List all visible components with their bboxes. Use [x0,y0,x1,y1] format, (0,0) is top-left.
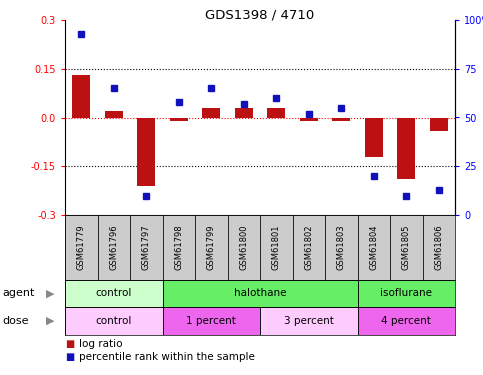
Text: GSM61806: GSM61806 [434,225,443,270]
Text: ■: ■ [65,352,74,362]
Bar [137,117,155,186]
Bar [300,117,318,121]
Text: GSM61779: GSM61779 [77,225,86,270]
Bar [365,117,383,156]
Text: 4 percent: 4 percent [381,316,431,326]
Bar [357,215,390,280]
Text: GSM61798: GSM61798 [174,225,183,270]
Text: 1 percent: 1 percent [186,316,236,326]
Text: GSM61801: GSM61801 [272,225,281,270]
Bar [65,280,162,307]
Bar [130,215,162,280]
Bar [105,111,123,117]
Bar [65,307,162,335]
Text: GSM61804: GSM61804 [369,225,378,270]
Bar [227,215,260,280]
Text: GSM61797: GSM61797 [142,225,151,270]
Bar [72,75,90,117]
Text: halothane: halothane [234,288,286,298]
Bar [170,117,188,121]
Text: percentile rank within the sample: percentile rank within the sample [80,352,256,362]
Text: GSM61796: GSM61796 [109,225,118,270]
Bar [202,108,220,117]
Bar [332,117,350,121]
Bar [423,215,455,280]
Bar [430,117,448,130]
Bar [260,307,357,335]
Text: agent: agent [2,288,35,298]
Text: GSM61800: GSM61800 [239,225,248,270]
Bar [195,215,227,280]
Text: ▶: ▶ [46,316,54,326]
Bar [293,215,325,280]
Bar [162,307,260,335]
Text: control: control [96,288,132,298]
Bar [357,307,455,335]
Text: GSM61799: GSM61799 [207,225,216,270]
Text: control: control [96,316,132,326]
Bar [390,215,423,280]
Text: 3 percent: 3 percent [284,316,334,326]
Bar [235,108,253,117]
Text: GSM61805: GSM61805 [402,225,411,270]
Text: ■: ■ [65,339,74,349]
Bar [357,280,455,307]
Bar [267,108,285,117]
Bar [98,215,130,280]
Text: GSM61802: GSM61802 [304,225,313,270]
Text: log ratio: log ratio [80,339,123,349]
Text: dose: dose [2,316,29,326]
Bar [325,215,357,280]
Bar [65,215,98,280]
Bar [260,215,293,280]
Bar [162,280,357,307]
Text: GSM61803: GSM61803 [337,225,346,270]
Bar [398,117,415,179]
Text: ▶: ▶ [46,288,54,298]
Text: GDS1398 / 4710: GDS1398 / 4710 [205,8,314,21]
Bar [162,215,195,280]
Text: isoflurane: isoflurane [380,288,432,298]
